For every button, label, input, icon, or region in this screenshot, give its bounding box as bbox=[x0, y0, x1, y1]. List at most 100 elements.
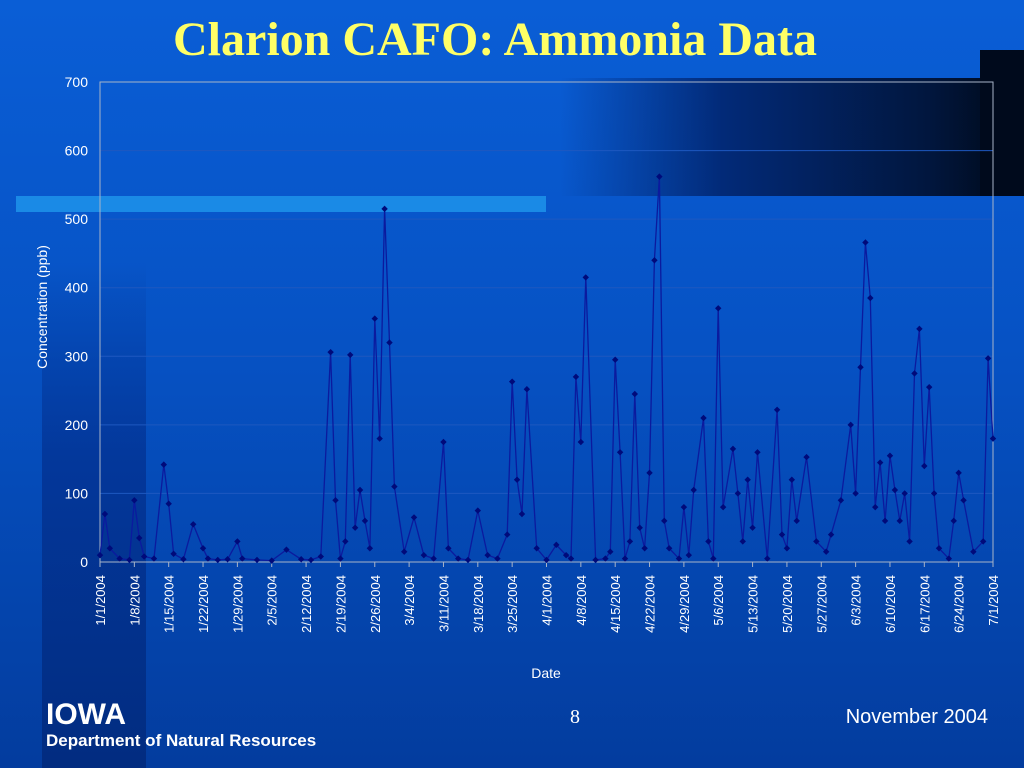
data-point bbox=[239, 555, 246, 562]
data-point bbox=[867, 294, 874, 302]
x-tick-label: 6/10/2004 bbox=[883, 575, 898, 633]
data-point bbox=[317, 553, 324, 560]
data-point bbox=[656, 173, 663, 180]
data-point bbox=[577, 438, 585, 446]
x-axis-ticks: 1/1/2004 1/8/2004 1/15/2004 1/22/2004 1/29/2… bbox=[93, 562, 1001, 633]
data-point bbox=[180, 556, 187, 563]
data-point bbox=[621, 555, 629, 562]
data-point bbox=[710, 555, 717, 562]
data-point bbox=[170, 550, 177, 557]
x-tick-label: 6/24/2004 bbox=[952, 575, 967, 633]
data-point bbox=[445, 545, 452, 552]
data-point bbox=[891, 486, 899, 494]
data-point bbox=[150, 555, 158, 562]
data-point bbox=[567, 555, 575, 562]
data-point bbox=[719, 503, 727, 511]
data-point bbox=[773, 406, 781, 413]
data-point bbox=[381, 205, 388, 213]
x-tick-label: 3/18/2004 bbox=[471, 575, 486, 633]
page-number: 8 bbox=[570, 706, 580, 728]
data-point bbox=[518, 510, 526, 518]
data-point bbox=[661, 517, 668, 525]
data-point bbox=[911, 370, 918, 377]
data-point bbox=[813, 538, 820, 545]
x-tick-label: 1/15/2004 bbox=[162, 575, 177, 633]
data-point bbox=[930, 490, 938, 497]
data-point bbox=[979, 538, 987, 545]
data-point bbox=[827, 531, 835, 538]
y-tick-label: 300 bbox=[65, 348, 89, 364]
data-point bbox=[327, 348, 334, 356]
data-point bbox=[582, 274, 589, 281]
data-point bbox=[641, 545, 648, 552]
data-point bbox=[140, 553, 148, 560]
data-point bbox=[847, 421, 854, 429]
data-point bbox=[484, 551, 491, 559]
x-tick-label: 1/1/2004 bbox=[93, 575, 108, 626]
data-point bbox=[199, 545, 207, 552]
chart-grid bbox=[100, 81, 993, 494]
x-tick-label: 4/22/2004 bbox=[643, 575, 658, 633]
data-point bbox=[283, 546, 290, 553]
data-point bbox=[214, 556, 221, 564]
data-point bbox=[989, 435, 997, 442]
y-tick-label: 0 bbox=[80, 554, 88, 570]
x-axis-label: Date bbox=[531, 665, 561, 681]
data-point bbox=[665, 545, 673, 552]
data-point bbox=[253, 556, 261, 564]
y-tick-label: 100 bbox=[65, 485, 89, 501]
data-point bbox=[454, 555, 462, 562]
data-point bbox=[984, 355, 992, 362]
x-tick-label: 2/19/2004 bbox=[333, 575, 348, 633]
data-point bbox=[901, 490, 908, 497]
data-point bbox=[646, 469, 653, 477]
data-point bbox=[916, 325, 923, 333]
data-point bbox=[886, 452, 894, 459]
data-point bbox=[955, 469, 962, 477]
data-point bbox=[101, 510, 109, 518]
data-point bbox=[116, 555, 123, 562]
data-point bbox=[793, 517, 800, 525]
data-point bbox=[474, 507, 482, 514]
x-tick-label: 4/29/2004 bbox=[677, 575, 692, 633]
x-tick-label: 5/13/2004 bbox=[746, 575, 761, 633]
data-point bbox=[297, 556, 305, 563]
data-point bbox=[351, 524, 359, 531]
data-point bbox=[106, 545, 114, 552]
data-point bbox=[935, 545, 943, 552]
data-point bbox=[881, 517, 889, 525]
data-point bbox=[440, 438, 447, 446]
data-point bbox=[234, 538, 241, 545]
x-tick-label: 2/26/2004 bbox=[368, 575, 383, 633]
data-point bbox=[950, 517, 957, 525]
footer-date: November 2004 bbox=[845, 706, 988, 728]
data-point bbox=[896, 517, 903, 525]
x-tick-label: 3/25/2004 bbox=[505, 575, 520, 633]
data-point bbox=[420, 551, 428, 559]
plot-area-border bbox=[99, 81, 994, 563]
data-point bbox=[337, 555, 344, 562]
data-point bbox=[945, 555, 953, 562]
data-point bbox=[700, 414, 707, 422]
data-point bbox=[675, 555, 683, 562]
x-tick-label: 6/17/2004 bbox=[917, 575, 932, 633]
data-point bbox=[906, 538, 913, 545]
data-point bbox=[631, 390, 639, 398]
data-point bbox=[651, 257, 658, 264]
slide-title: Clarion CAFO: Ammonia Data bbox=[173, 13, 817, 66]
data-point bbox=[715, 305, 722, 312]
data-point bbox=[366, 545, 374, 552]
data-point bbox=[636, 524, 643, 531]
y-axis-ticks: 0 100 200 300 400 500 600 700 bbox=[65, 74, 89, 570]
data-point bbox=[204, 555, 212, 562]
data-point bbox=[224, 556, 231, 563]
decorative-corner-block bbox=[980, 50, 1024, 196]
data-point bbox=[523, 386, 531, 393]
data-point bbox=[347, 351, 354, 359]
data-point bbox=[705, 538, 712, 545]
data-point bbox=[391, 483, 398, 490]
data-point bbox=[165, 500, 172, 507]
y-tick-label: 700 bbox=[65, 74, 89, 90]
data-point bbox=[136, 534, 143, 542]
